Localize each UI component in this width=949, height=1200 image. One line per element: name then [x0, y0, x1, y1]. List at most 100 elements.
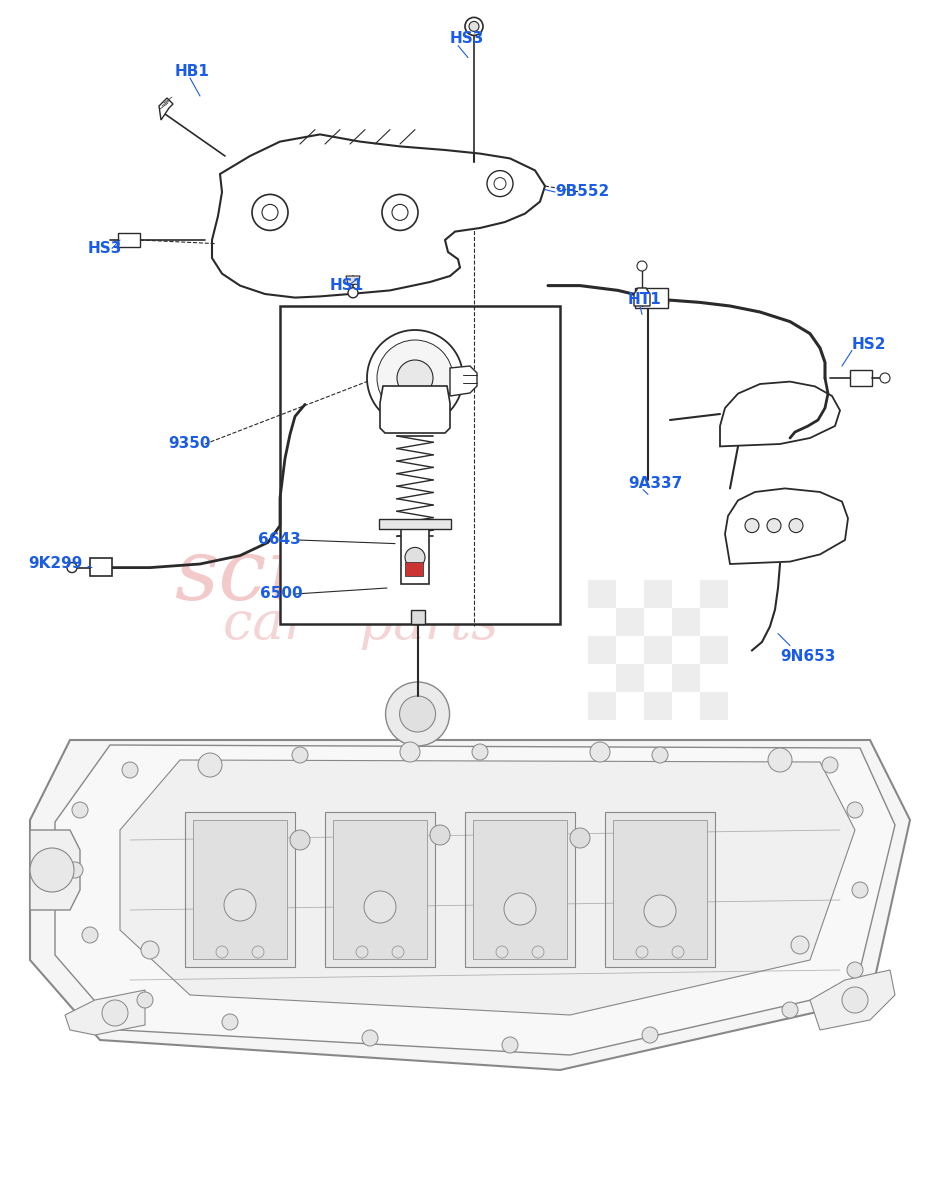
Text: HS2: HS2	[852, 337, 886, 352]
Bar	[617, 580, 644, 608]
Circle shape	[469, 22, 479, 31]
Circle shape	[782, 1002, 798, 1018]
Circle shape	[392, 204, 408, 221]
Bar	[617, 664, 644, 692]
Circle shape	[82, 926, 98, 943]
Polygon shape	[90, 558, 112, 576]
Circle shape	[636, 946, 648, 958]
Bar	[673, 664, 700, 692]
Circle shape	[252, 194, 288, 230]
Circle shape	[465, 17, 483, 35]
Circle shape	[789, 518, 803, 533]
Polygon shape	[634, 288, 650, 306]
Circle shape	[290, 830, 310, 850]
Bar	[193, 820, 287, 959]
Bar	[673, 608, 700, 636]
Circle shape	[768, 748, 792, 772]
Bar	[700, 580, 729, 608]
Circle shape	[672, 946, 684, 958]
Polygon shape	[118, 233, 140, 247]
Bar	[588, 580, 617, 608]
Bar	[673, 580, 700, 608]
Circle shape	[745, 518, 759, 533]
Circle shape	[405, 547, 425, 568]
Text: 9K299: 9K299	[28, 557, 83, 571]
Polygon shape	[30, 830, 80, 910]
Circle shape	[216, 946, 228, 958]
Text: HS3: HS3	[88, 241, 122, 256]
Bar	[333, 820, 427, 959]
Bar	[617, 636, 644, 664]
Circle shape	[847, 962, 863, 978]
Circle shape	[262, 204, 278, 221]
Text: car   parts: car parts	[223, 599, 498, 649]
Circle shape	[880, 373, 890, 383]
Bar	[473, 820, 567, 959]
Polygon shape	[346, 276, 360, 284]
Circle shape	[30, 848, 74, 892]
Circle shape	[400, 696, 436, 732]
Bar	[185, 812, 295, 967]
Polygon shape	[401, 529, 429, 584]
Polygon shape	[450, 366, 477, 396]
Polygon shape	[635, 288, 668, 308]
Bar	[700, 692, 729, 720]
Circle shape	[847, 802, 863, 818]
Circle shape	[400, 742, 420, 762]
Text: 9N653: 9N653	[780, 649, 835, 664]
Bar	[605, 812, 715, 967]
Circle shape	[842, 986, 868, 1013]
Bar	[644, 580, 673, 608]
Bar	[588, 636, 617, 664]
Circle shape	[532, 946, 544, 958]
Text: HT1: HT1	[628, 293, 661, 307]
Bar	[700, 636, 729, 664]
Text: 6643: 6643	[258, 533, 301, 547]
Circle shape	[102, 1000, 128, 1026]
Bar	[280, 306, 560, 624]
Circle shape	[362, 1030, 378, 1046]
Circle shape	[364, 890, 396, 923]
Polygon shape	[379, 520, 451, 529]
Text: scuderia: scuderia	[174, 535, 548, 617]
Circle shape	[356, 946, 368, 958]
Bar	[613, 820, 707, 959]
Circle shape	[496, 946, 508, 958]
Circle shape	[767, 518, 781, 533]
Circle shape	[348, 288, 358, 298]
Polygon shape	[725, 488, 848, 564]
Circle shape	[367, 330, 463, 426]
Circle shape	[644, 895, 676, 926]
Circle shape	[852, 882, 868, 898]
Bar	[617, 692, 644, 720]
Circle shape	[385, 682, 450, 746]
Polygon shape	[850, 370, 872, 386]
Bar	[673, 692, 700, 720]
Bar	[644, 636, 673, 664]
Bar	[325, 812, 435, 967]
Circle shape	[642, 1027, 658, 1043]
Text: 9350: 9350	[168, 437, 211, 451]
Circle shape	[472, 744, 488, 760]
Text: HS1: HS1	[330, 278, 364, 293]
Bar	[588, 608, 617, 636]
Bar	[644, 608, 673, 636]
Circle shape	[822, 757, 838, 773]
Bar	[465, 812, 575, 967]
Circle shape	[652, 746, 668, 763]
Circle shape	[141, 941, 159, 959]
Bar	[673, 636, 700, 664]
Circle shape	[222, 1014, 238, 1030]
Bar	[644, 692, 673, 720]
Bar	[588, 664, 617, 692]
Bar	[617, 608, 644, 636]
Text: HS3: HS3	[450, 31, 484, 46]
Bar	[405, 563, 423, 576]
Polygon shape	[159, 98, 173, 120]
Circle shape	[487, 170, 513, 197]
Circle shape	[137, 992, 153, 1008]
Circle shape	[494, 178, 506, 190]
Circle shape	[67, 563, 77, 572]
Circle shape	[791, 936, 809, 954]
Text: 9A337: 9A337	[628, 476, 682, 491]
